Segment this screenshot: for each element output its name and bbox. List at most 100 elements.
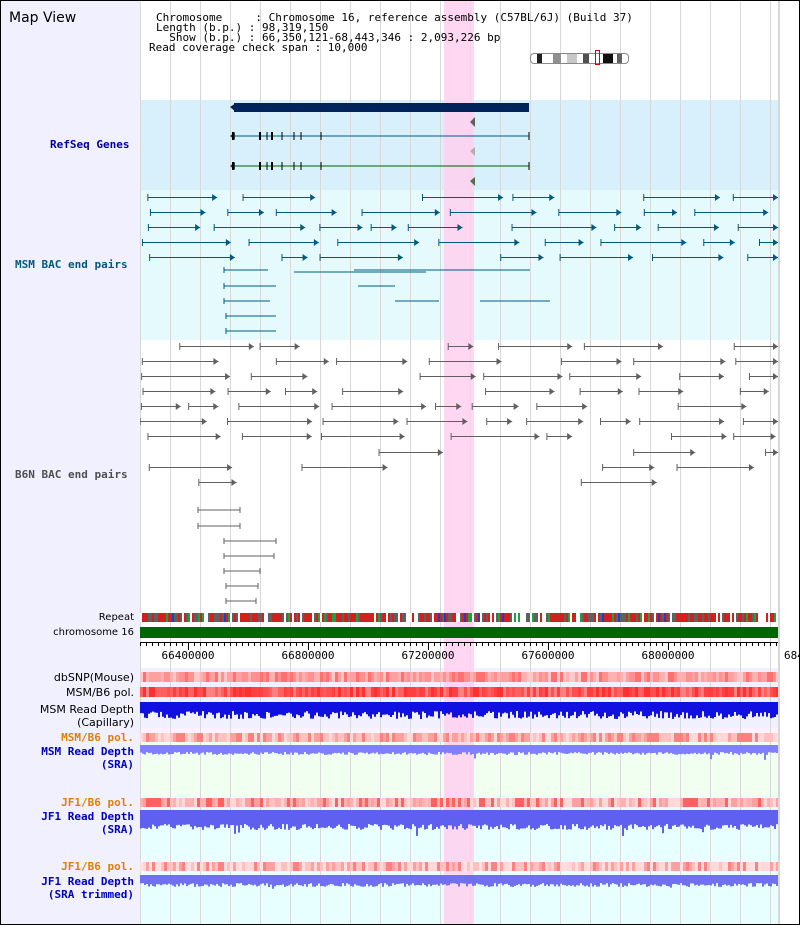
repeat-segment	[352, 613, 354, 622]
depth-bar	[508, 745, 510, 754]
heat-cell	[161, 733, 164, 742]
depth-bar	[476, 875, 478, 884]
heat-cell	[467, 687, 470, 697]
repeat-segment	[510, 613, 512, 622]
heat-cell	[239, 862, 242, 871]
bac-end	[462, 418, 468, 425]
bac-end	[773, 373, 778, 380]
repeat-segment	[554, 613, 556, 622]
repeat-segment	[686, 613, 688, 622]
heat-cell	[623, 798, 626, 807]
depth-bar	[252, 702, 254, 715]
heat-cell	[674, 733, 677, 742]
heat-cell	[497, 798, 500, 807]
depth-bar	[264, 745, 266, 753]
heat-cell	[173, 733, 176, 742]
heat-cell	[233, 687, 236, 697]
bac-end	[468, 343, 474, 350]
heat-cell	[239, 733, 242, 742]
depth-bar	[602, 745, 604, 755]
heat-cell	[419, 862, 422, 871]
heat-cell	[386, 687, 389, 697]
repeat-segment	[248, 613, 250, 622]
depth-bar	[356, 702, 358, 719]
heat-cell	[578, 687, 581, 697]
repeat-segment	[192, 613, 194, 622]
depth-bar	[256, 745, 258, 755]
repeat-segment	[408, 613, 410, 622]
repeat-segment	[286, 613, 288, 622]
heat-cell	[536, 672, 539, 682]
depth-bar	[290, 702, 292, 714]
bac-end	[507, 418, 513, 425]
repeat-segment	[760, 613, 762, 622]
heat-cell	[377, 733, 380, 742]
heat-cell	[437, 687, 440, 697]
heat-cell	[365, 687, 368, 697]
heat-cell	[485, 862, 488, 871]
depth-bar	[592, 702, 594, 712]
depth-bar	[242, 702, 244, 719]
repeat-segment	[680, 613, 682, 622]
bac-end	[636, 373, 642, 380]
depth-bar	[588, 745, 590, 753]
info-length: Length (b.p.) : 98,319,150	[156, 21, 329, 34]
bac-end	[741, 403, 747, 410]
depth-bar	[708, 745, 710, 754]
depth-bar	[324, 745, 326, 755]
heat-cell	[251, 687, 254, 697]
repeat-segment	[498, 613, 500, 622]
depth-bar	[630, 875, 632, 886]
depth-bar	[498, 875, 500, 884]
depth-bar	[470, 810, 472, 825]
heat-cell	[167, 672, 170, 682]
depth-bar	[618, 745, 620, 755]
depth-bar	[302, 810, 304, 825]
heat-cell	[248, 733, 251, 742]
depth-bar	[350, 745, 352, 753]
heat-cell	[326, 672, 329, 682]
depth-bar	[656, 745, 658, 755]
depth-bar	[250, 745, 252, 754]
depth-bar	[532, 810, 534, 829]
heat-cell	[311, 798, 314, 807]
depth-bar	[402, 875, 404, 884]
heat-cell	[641, 687, 644, 697]
chromosome-ideogram[interactable]	[530, 53, 629, 64]
depth-bar	[268, 810, 270, 826]
depth-bar	[768, 702, 770, 714]
genome-plot-area[interactable]	[140, 0, 780, 925]
depth-bar	[694, 875, 696, 886]
heat-cell	[476, 862, 479, 871]
repeat-segment	[380, 613, 382, 622]
heat-cell	[740, 798, 743, 807]
depth-bar	[480, 745, 482, 755]
repeat-segment	[520, 613, 522, 622]
heat-cell	[689, 733, 692, 742]
depth-bar	[560, 745, 562, 753]
repeat-segment	[508, 613, 510, 622]
depth-bar	[282, 875, 284, 885]
depth-bar	[662, 810, 664, 834]
repeat-segment	[290, 613, 292, 622]
depth-bar	[424, 875, 426, 886]
genome-tracks-svg[interactable]	[140, 0, 780, 925]
heat-cell	[566, 862, 569, 871]
heat-cell	[620, 733, 623, 742]
heat-cell	[227, 733, 230, 742]
depth-bar	[274, 875, 276, 887]
heat-cell	[725, 687, 728, 697]
heat-cell	[419, 798, 422, 807]
bac-end	[713, 224, 719, 231]
repeat-segment	[480, 613, 482, 622]
depth-bar	[772, 810, 774, 827]
heat-cell	[674, 687, 677, 697]
depth-bar	[640, 875, 642, 886]
heat-cell	[182, 672, 185, 682]
bac-end	[397, 254, 403, 261]
depth-bar	[610, 875, 612, 885]
heat-cell	[440, 733, 443, 742]
depth-bar	[410, 702, 412, 719]
repeat-segment	[234, 613, 236, 622]
heat-cell	[248, 862, 251, 871]
